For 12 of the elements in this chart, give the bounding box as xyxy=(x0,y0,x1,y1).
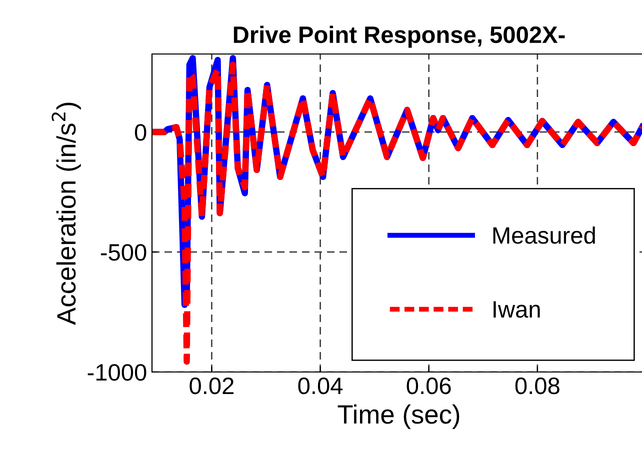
x-tick-label: 0.02 xyxy=(190,377,234,394)
y-axis-title: Acceleration (in/s$^{2}$) xyxy=(52,102,81,325)
x-axis-title: Time (sec) xyxy=(338,404,460,430)
x-tick-label: 0.08 xyxy=(515,377,560,394)
chart-title: Drive Point Response, 5002X- xyxy=(234,26,565,48)
y-tick-label: 0 xyxy=(134,124,146,141)
legend-label: Iwan xyxy=(494,301,540,318)
y-tick-label: -500 xyxy=(100,244,146,261)
y-tick-label: -1000 xyxy=(88,364,146,381)
x-tick-label: 0.04 xyxy=(298,377,343,394)
x-tick-label: 0.06 xyxy=(406,377,451,394)
legend-label: Measured xyxy=(493,226,595,244)
